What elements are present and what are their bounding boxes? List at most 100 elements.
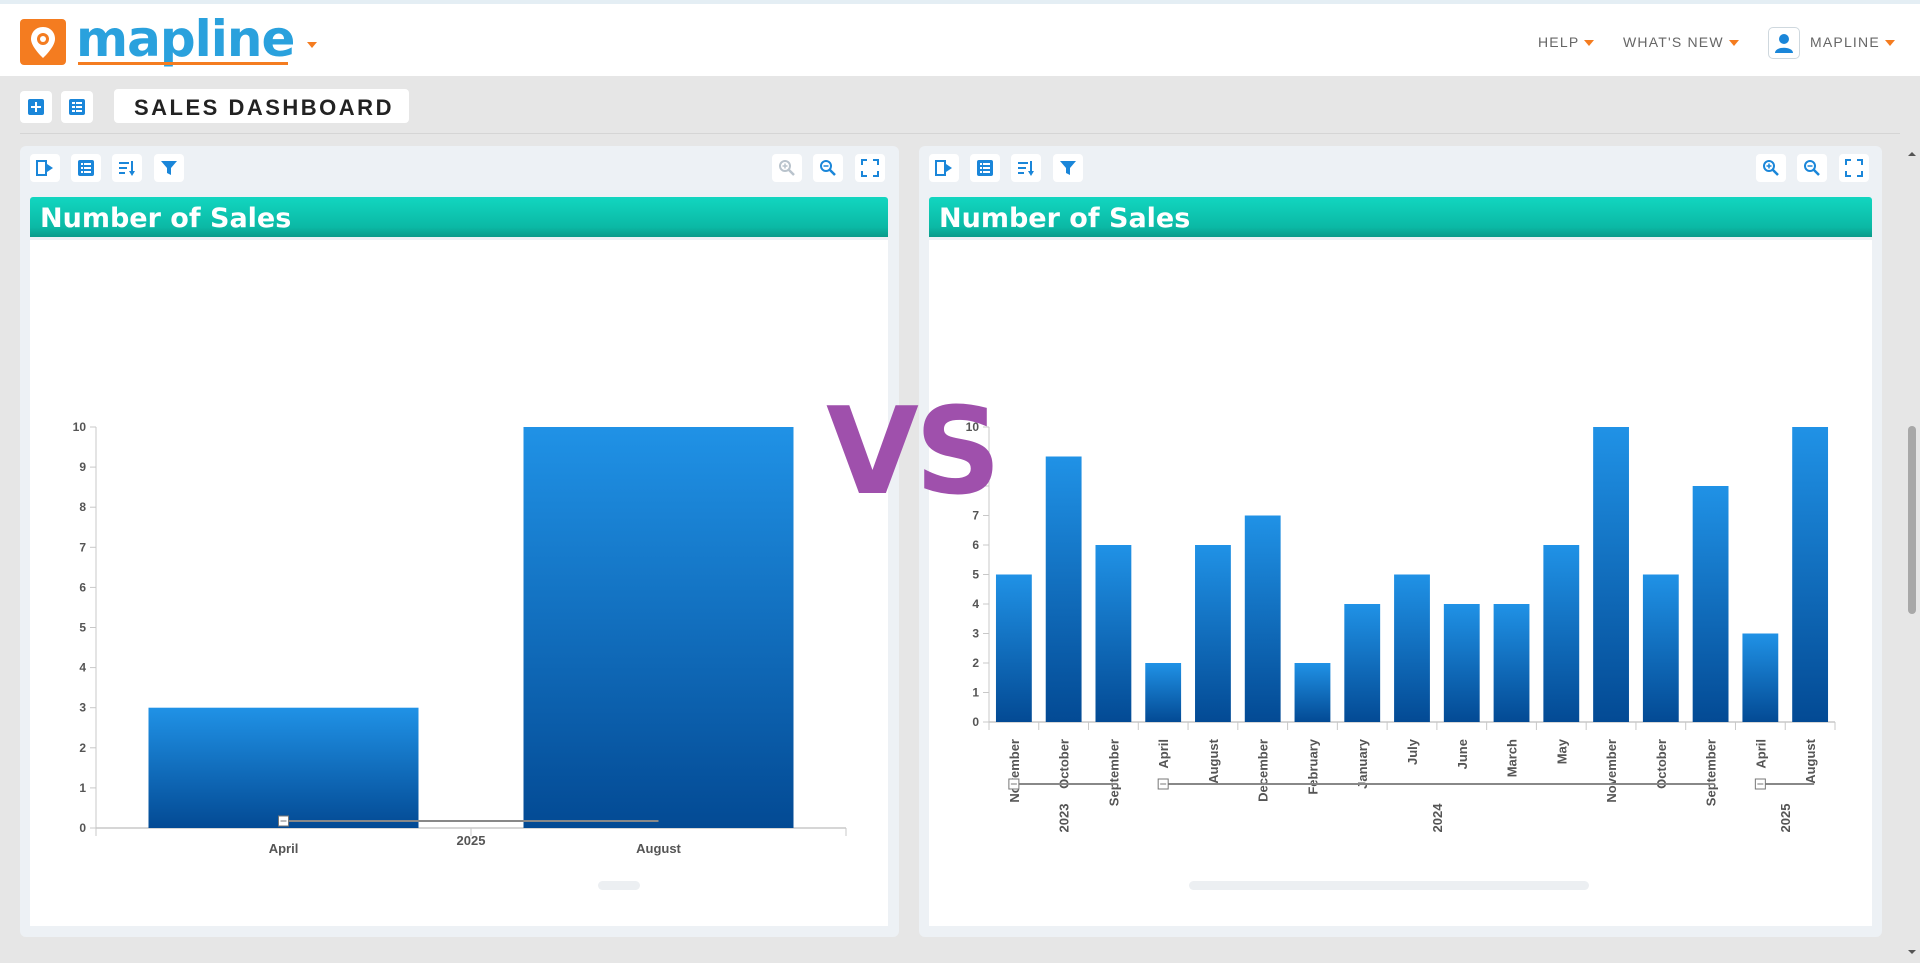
bar	[1095, 545, 1132, 722]
user-avatar-icon[interactable]	[1768, 27, 1800, 59]
logo-text[interactable]: mapline	[76, 10, 295, 68]
chart-panel-left: Number of Sales 0 1 2 3 4 5 6 7 8 9 10 April August 2…	[20, 146, 899, 937]
y-tick-label: 9	[972, 450, 979, 464]
panel-play-icon	[36, 160, 53, 176]
x-category-label: March	[1505, 739, 1520, 777]
y-tick-label: 3	[79, 701, 86, 715]
x-category-label: January	[1355, 738, 1370, 789]
page-scrollbar[interactable]	[1904, 146, 1920, 963]
y-tick-label: 10	[73, 420, 87, 434]
x-category-label: November	[1007, 739, 1022, 803]
x-category-label: September	[1106, 739, 1121, 806]
panel-toggle-button[interactable]	[30, 154, 60, 182]
zoom-out-icon	[820, 160, 836, 176]
scrollbar-thumb[interactable]	[1908, 426, 1916, 614]
sort-icon	[1018, 161, 1034, 176]
plus-icon	[28, 99, 44, 115]
y-tick-label: 6	[79, 580, 86, 594]
chart-panel-right: Number of Sales 0 1 2 3 4 5 6 7 8 9 10 November Octo…	[919, 146, 1882, 937]
x-category-label: June	[1455, 739, 1470, 769]
bar	[1792, 427, 1829, 722]
bar	[1244, 515, 1281, 722]
bar	[1593, 427, 1629, 722]
zoom-out-button[interactable]	[813, 154, 843, 182]
bar	[523, 427, 794, 828]
bar	[1195, 545, 1231, 722]
list-icon	[78, 160, 94, 176]
user-label: MAPLINE	[1810, 34, 1880, 50]
filter-button[interactable]	[154, 154, 184, 182]
y-tick-label: 2	[79, 741, 86, 755]
sort-button[interactable]	[112, 154, 142, 182]
x-category-label: April	[269, 841, 299, 856]
dashboard-list-button[interactable]	[61, 91, 93, 123]
list-icon	[69, 99, 85, 115]
table-view-button[interactable]	[71, 154, 101, 182]
dashboard-title: SALES DASHBOARD	[134, 95, 394, 120]
y-tick-label: 1	[972, 686, 979, 700]
bar	[1344, 604, 1381, 722]
dashboard-title-box[interactable]: SALES DASHBOARD	[114, 89, 409, 123]
chevron-down-icon	[1584, 40, 1595, 47]
y-tick-label: 6	[972, 538, 979, 552]
filter-button[interactable]	[1053, 154, 1083, 182]
scroll-down-icon[interactable]	[1904, 946, 1920, 958]
help-menu[interactable]: HELP	[1538, 34, 1595, 50]
bar-chart-left: 0 1 2 3 4 5 6 7 8 9 10 April August 2025	[73, 420, 847, 890]
scroll-up-icon[interactable]	[1904, 148, 1920, 160]
zoom-in-icon	[779, 160, 795, 176]
y-tick-label: 2	[972, 656, 979, 670]
x-category-label: August	[1803, 738, 1818, 783]
y-tick-label: 0	[972, 715, 979, 729]
filter-icon	[161, 161, 177, 175]
list-icon	[977, 160, 993, 176]
help-label: HELP	[1538, 34, 1580, 50]
x-category-label: August	[1206, 738, 1221, 783]
panel-toggle-button[interactable]	[929, 154, 959, 182]
bar	[1045, 456, 1082, 722]
bar	[1443, 604, 1480, 722]
logo-caret-icon[interactable]	[307, 42, 317, 48]
x-category-label: April	[1156, 739, 1171, 769]
bar	[1543, 545, 1580, 722]
zoom-in-button[interactable]	[1756, 154, 1786, 182]
x-category-label: May	[1554, 738, 1569, 764]
chart-scrollbar	[1189, 881, 1589, 890]
chevron-down-icon	[1728, 40, 1739, 47]
x-category-label: August	[636, 841, 681, 856]
y-tick-label: 9	[79, 460, 86, 474]
chart-scrollbar	[598, 881, 640, 890]
sort-icon	[119, 161, 135, 176]
mapline-pin-icon[interactable]	[20, 19, 66, 65]
panel-title: Number of Sales	[40, 203, 292, 234]
x-group-label: 2023	[1057, 804, 1072, 833]
y-tick-label: 7	[972, 509, 979, 523]
zoom-in-icon	[1763, 160, 1779, 176]
bar	[1294, 663, 1331, 722]
zoom-out-icon	[1804, 160, 1820, 176]
chevron-down-icon	[1884, 40, 1895, 47]
bar	[1394, 574, 1430, 722]
fullscreen-icon	[861, 159, 879, 177]
bar	[1642, 574, 1679, 722]
bar	[1692, 486, 1729, 722]
y-tick-label: 3	[972, 627, 979, 641]
zoom-out-button[interactable]	[1797, 154, 1827, 182]
fullscreen-button[interactable]	[855, 154, 885, 182]
top-bar: mapline HELP WHAT'S NEW MAPLINE	[0, 0, 1920, 76]
bar	[1742, 633, 1779, 722]
chart-area: 0 1 2 3 4 5 6 7 8 9 10 April August 2025	[30, 240, 888, 926]
add-widget-button[interactable]	[20, 91, 52, 123]
table-view-button[interactable]	[970, 154, 1000, 182]
x-category-label: October	[1654, 739, 1669, 789]
user-menu[interactable]: MAPLINE	[1810, 34, 1895, 50]
y-tick-label: 4	[972, 597, 979, 611]
y-tick-label: 5	[79, 621, 86, 635]
whats-new-menu[interactable]: WHAT'S NEW	[1623, 34, 1739, 50]
zoom-in-button[interactable]	[772, 154, 802, 182]
bar-chart-right: 0 1 2 3 4 5 6 7 8 9 10 November October September Apri…	[966, 420, 1836, 890]
sort-button[interactable]	[1011, 154, 1041, 182]
x-group-label: 2025	[1778, 804, 1793, 833]
y-tick-label: 8	[79, 500, 86, 514]
fullscreen-button[interactable]	[1839, 154, 1869, 182]
